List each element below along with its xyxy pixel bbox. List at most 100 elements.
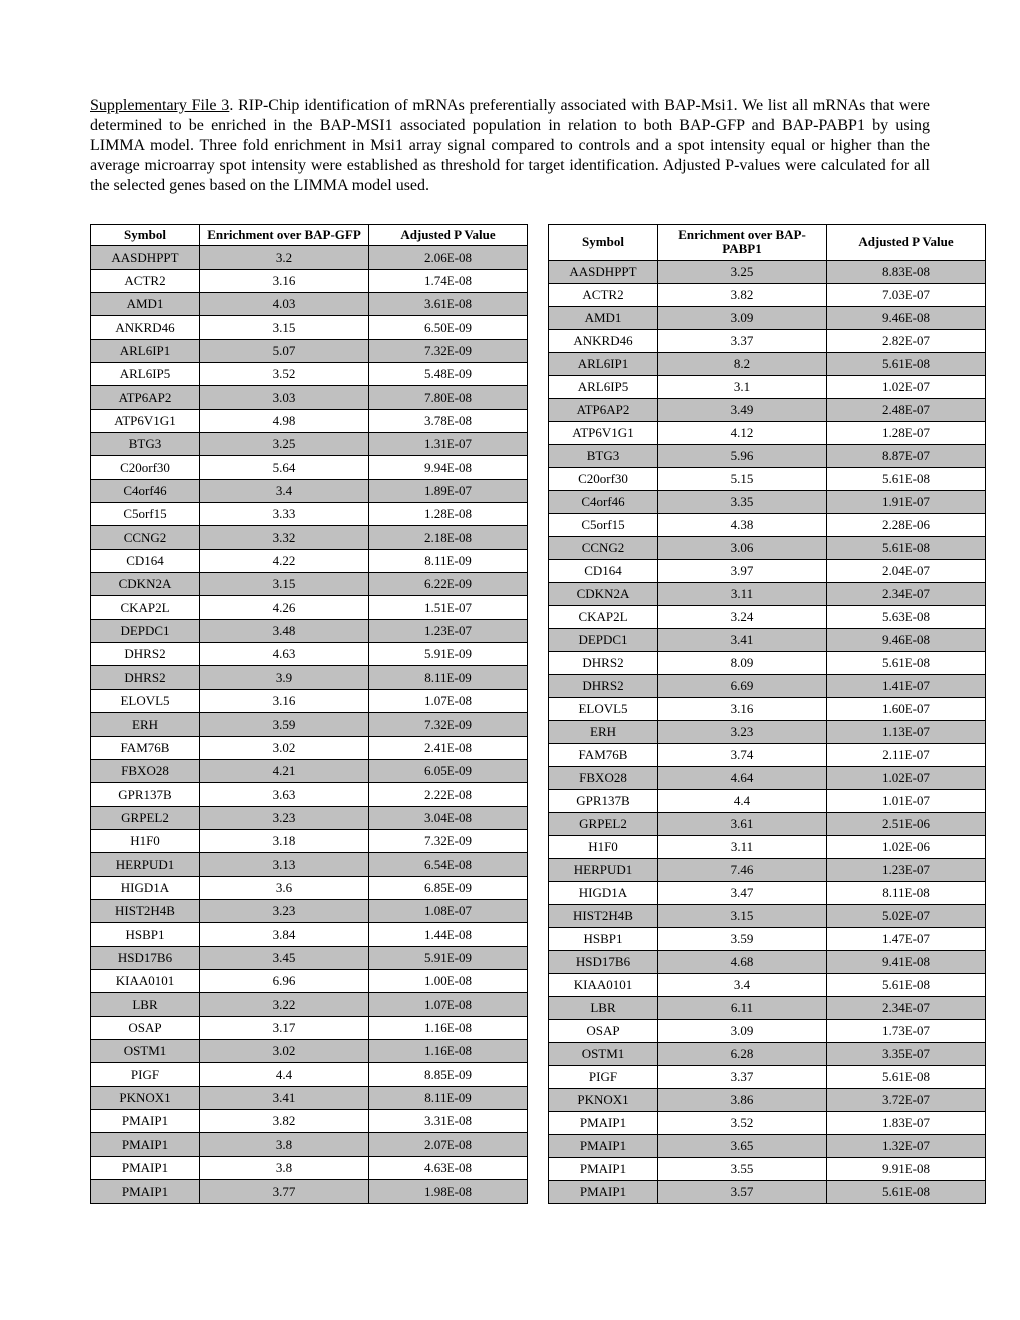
symbol-cell: HSD17B6	[549, 950, 658, 973]
left-header-row: Symbol Enrichment over BAP-GFP Adjusted …	[91, 225, 528, 246]
symbol-cell: OSTM1	[91, 1039, 200, 1062]
right-header-row: Symbol Enrichment over BAP-PABP1 Adjuste…	[549, 225, 986, 261]
pvalue-cell: 2.22E-08	[369, 783, 528, 806]
enrichment-cell: 5.15	[658, 467, 827, 490]
symbol-cell: ERH	[91, 713, 200, 736]
table-row: CKAP2L4.261.51E-07	[91, 596, 528, 619]
pvalue-cell: 3.61E-08	[369, 292, 528, 315]
pvalue-cell: 1.32E-07	[827, 1134, 986, 1157]
enrichment-cell: 3.24	[658, 605, 827, 628]
pvalue-cell: 2.07E-08	[369, 1133, 528, 1156]
symbol-cell: ERH	[549, 720, 658, 743]
table-row: C5orf153.331.28E-08	[91, 503, 528, 526]
symbol-cell: GRPEL2	[549, 812, 658, 835]
table-row: GPR137B3.632.22E-08	[91, 783, 528, 806]
pvalue-cell: 9.46E-08	[827, 306, 986, 329]
table-row: ANKRD463.372.82E-07	[549, 329, 986, 352]
table-row: LBR3.221.07E-08	[91, 993, 528, 1016]
enrichment-cell: 3.97	[658, 559, 827, 582]
symbol-cell: PIGF	[549, 1065, 658, 1088]
table-row: CCNG23.065.61E-08	[549, 536, 986, 559]
enrichment-cell: 3.18	[200, 829, 369, 852]
table-row: HIGD1A3.66.85E-09	[91, 876, 528, 899]
enrichment-cell: 8.2	[658, 352, 827, 375]
table-row: H1F03.187.32E-09	[91, 829, 528, 852]
pvalue-cell: 2.34E-07	[827, 996, 986, 1019]
pvalue-cell: 7.03E-07	[827, 283, 986, 306]
symbol-cell: LBR	[91, 993, 200, 1016]
table-row: DHRS26.691.41E-07	[549, 674, 986, 697]
table-row: OSAP3.091.73E-07	[549, 1019, 986, 1042]
table-row: PMAIP13.575.61E-08	[549, 1180, 986, 1203]
symbol-cell: FBXO28	[549, 766, 658, 789]
enrichment-cell: 3.41	[658, 628, 827, 651]
table-row: KIAA01013.45.61E-08	[549, 973, 986, 996]
symbol-cell: LBR	[549, 996, 658, 1019]
pvalue-cell: 1.08E-07	[369, 899, 528, 922]
pvalue-cell: 7.32E-09	[369, 829, 528, 852]
symbol-cell: C5orf15	[549, 513, 658, 536]
pvalue-cell: 1.13E-07	[827, 720, 986, 743]
symbol-cell: HERPUD1	[549, 858, 658, 881]
enrichment-cell: 3.61	[658, 812, 827, 835]
table-row: PMAIP13.823.31E-08	[91, 1110, 528, 1133]
pvalue-cell: 2.06E-08	[369, 246, 528, 269]
pvalue-cell: 1.02E-07	[827, 375, 986, 398]
table-row: BTG35.968.87E-07	[549, 444, 986, 467]
enrichment-cell: 3.82	[658, 283, 827, 306]
enrichment-cell: 5.64	[200, 456, 369, 479]
pvalue-cell: 9.46E-08	[827, 628, 986, 651]
symbol-cell: PMAIP1	[549, 1134, 658, 1157]
table-row: ATP6V1G14.121.28E-07	[549, 421, 986, 444]
pvalue-cell: 8.11E-09	[369, 549, 528, 572]
symbol-cell: GRPEL2	[91, 806, 200, 829]
symbol-cell: PMAIP1	[549, 1180, 658, 1203]
table-row: FAM76B3.742.11E-07	[549, 743, 986, 766]
pvalue-cell: 1.60E-07	[827, 697, 986, 720]
left-header-symbol: Symbol	[91, 225, 200, 246]
pvalue-cell: 5.61E-08	[827, 467, 986, 490]
pvalue-cell: 1.41E-07	[827, 674, 986, 697]
pvalue-cell: 8.11E-08	[827, 881, 986, 904]
pvalue-cell: 1.00E-08	[369, 969, 528, 992]
tables-wrapper: Symbol Enrichment over BAP-GFP Adjusted …	[90, 224, 930, 1204]
enrichment-cell: 3.15	[200, 573, 369, 596]
enrichment-cell: 3.03	[200, 386, 369, 409]
symbol-cell: GPR137B	[91, 783, 200, 806]
enrichment-cell: 4.64	[658, 766, 827, 789]
pvalue-cell: 5.63E-08	[827, 605, 986, 628]
symbol-cell: PKNOX1	[91, 1086, 200, 1109]
symbol-cell: KIAA0101	[91, 969, 200, 992]
symbol-cell: ATP6V1G1	[549, 421, 658, 444]
enrichment-cell: 3.11	[658, 582, 827, 605]
symbol-cell: BTG3	[549, 444, 658, 467]
symbol-cell: H1F0	[549, 835, 658, 858]
enrichment-cell: 3.23	[658, 720, 827, 743]
enrichment-cell: 3.74	[658, 743, 827, 766]
table-row: ACTR23.161.74E-08	[91, 269, 528, 292]
table-row: DEPDC13.419.46E-08	[549, 628, 986, 651]
pvalue-cell: 8.83E-08	[827, 260, 986, 283]
symbol-cell: KIAA0101	[549, 973, 658, 996]
symbol-cell: AASDHPPT	[549, 260, 658, 283]
enrichment-cell: 3.22	[200, 993, 369, 1016]
table-row: LBR6.112.34E-07	[549, 996, 986, 1019]
table-row: PMAIP13.651.32E-07	[549, 1134, 986, 1157]
symbol-cell: DHRS2	[91, 643, 200, 666]
symbol-cell: CKAP2L	[549, 605, 658, 628]
pvalue-cell: 6.50E-09	[369, 316, 528, 339]
pvalue-cell: 1.51E-07	[369, 596, 528, 619]
table-row: HIGD1A3.478.11E-08	[549, 881, 986, 904]
pvalue-cell: 1.44E-08	[369, 923, 528, 946]
symbol-cell: PIGF	[91, 1063, 200, 1086]
symbol-cell: DHRS2	[549, 674, 658, 697]
table-row: ERH3.231.13E-07	[549, 720, 986, 743]
table-row: ELOVL53.161.07E-08	[91, 689, 528, 712]
right-table: Symbol Enrichment over BAP-PABP1 Adjuste…	[548, 224, 986, 1204]
enrichment-cell: 4.12	[658, 421, 827, 444]
pvalue-cell: 1.07E-08	[369, 689, 528, 712]
symbol-cell: ATP6AP2	[91, 386, 200, 409]
symbol-cell: PKNOX1	[549, 1088, 658, 1111]
right-header-enrichment: Enrichment over BAP-PABP1	[658, 225, 827, 261]
table-row: ANKRD463.156.50E-09	[91, 316, 528, 339]
